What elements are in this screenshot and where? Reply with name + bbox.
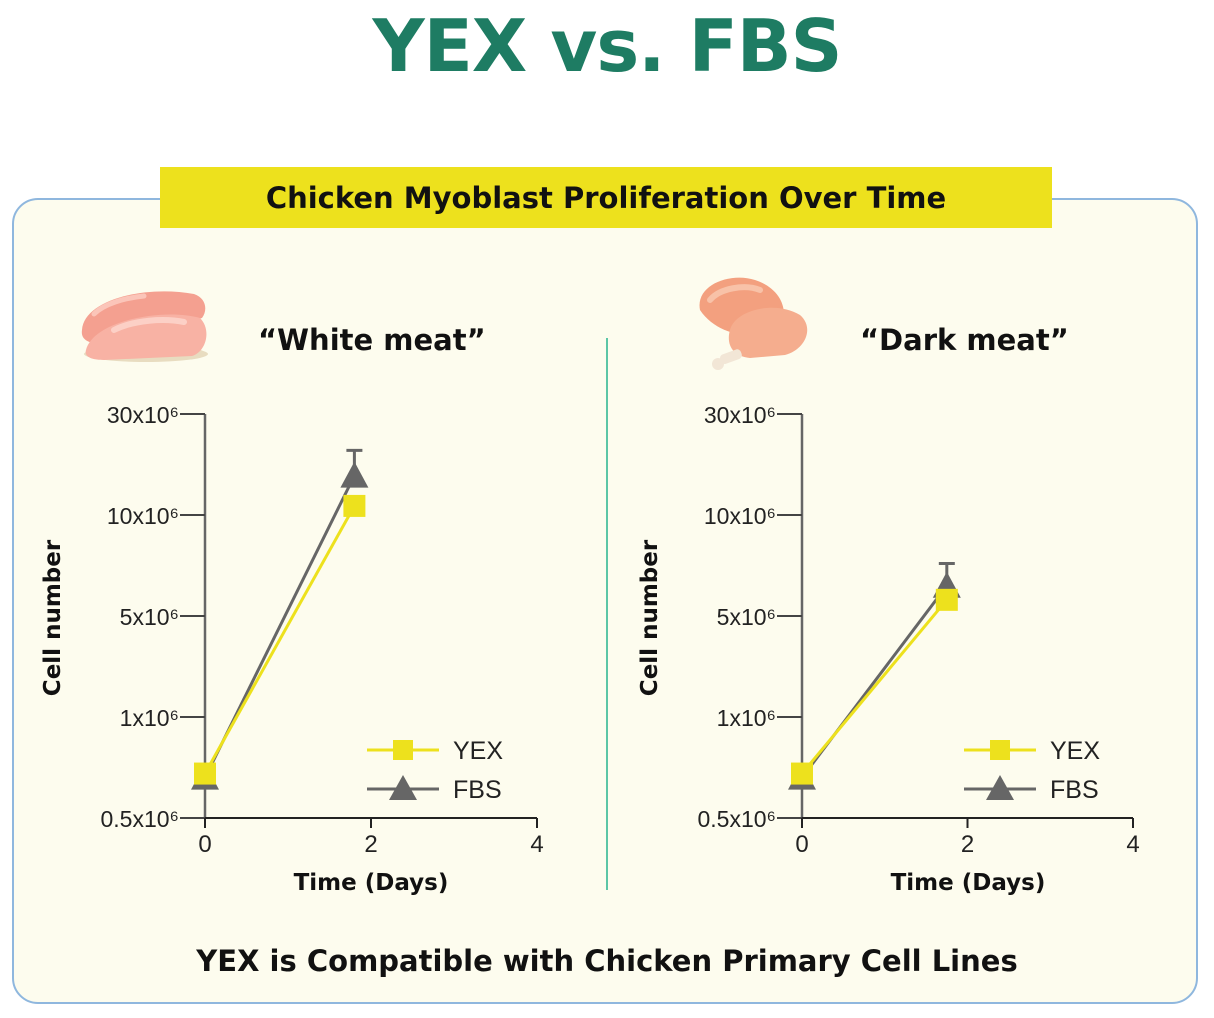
chart-panel	[12, 198, 1198, 1004]
divider	[606, 338, 608, 890]
dark-meat-title: “Dark meat”	[860, 323, 1069, 357]
y-tick-label: 10x10⁶	[704, 503, 776, 529]
y-tick-label: 30x10⁶	[704, 402, 776, 428]
y-axis-label: Cell number	[637, 539, 663, 696]
chicken-drumstick-icon	[699, 277, 808, 370]
x-tick-label: 4	[530, 831, 543, 858]
x-axis-label: Time (Days)	[891, 870, 1046, 896]
data-point-yex	[791, 762, 813, 785]
series-line-yex	[800, 598, 948, 775]
x-tick-label: 2	[961, 831, 974, 858]
y-tick-label: 1x10⁶	[120, 705, 179, 731]
y-tick-label: 5x10⁶	[717, 604, 776, 630]
legend-marker-yex	[990, 740, 1010, 760]
series-line-yex	[203, 505, 356, 775]
data-point-fbs	[340, 461, 369, 488]
legend-label-fbs: FBS	[1050, 776, 1099, 804]
x-tick-label: 4	[1126, 831, 1139, 858]
banner-title: Chicken Myoblast Proliferation Over Time	[160, 167, 1052, 228]
y-tick-label: 10x10⁶	[107, 503, 179, 529]
x-tick-label: 2	[364, 831, 377, 858]
legend-marker-fbs	[986, 775, 1014, 800]
x-tick-label: 0	[198, 831, 211, 858]
y-tick-label: 30x10⁶	[107, 402, 179, 428]
y-axis-label: Cell number	[40, 539, 66, 696]
main-title: YEX vs. FBS	[372, 4, 842, 88]
legend-marker-fbs	[389, 775, 417, 800]
x-axis-label: Time (Days)	[294, 870, 449, 896]
legend-label-yex: YEX	[1050, 737, 1100, 765]
white-meat-title: “White meat”	[258, 323, 486, 357]
legend-label-fbs: FBS	[453, 776, 502, 804]
y-tick-label: 0.5x10⁶	[697, 806, 776, 832]
data-point-yex	[194, 762, 216, 785]
y-tick-label: 0.5x10⁶	[100, 806, 179, 832]
x-tick-label: 0	[795, 831, 808, 858]
legend-marker-yex	[393, 740, 413, 760]
y-tick-label: 1x10⁶	[717, 705, 776, 731]
data-point-yex	[343, 494, 366, 517]
footer-caption: YEX is Compatible with Chicken Primary C…	[196, 944, 1018, 978]
data-point-yex	[935, 588, 958, 611]
chicken-breast-icon	[81, 291, 208, 362]
y-tick-label: 5x10⁶	[120, 604, 179, 630]
legend-label-yex: YEX	[453, 737, 503, 765]
